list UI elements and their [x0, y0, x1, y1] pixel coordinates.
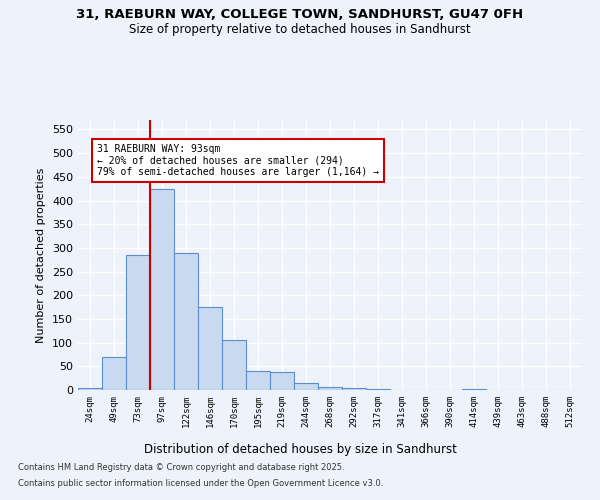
Bar: [246, 371, 270, 390]
Bar: [366, 389, 390, 390]
Bar: [78, 388, 102, 390]
Bar: [150, 188, 174, 390]
Text: 31 RAEBURN WAY: 93sqm
← 20% of detached houses are smaller (294)
79% of semi-det: 31 RAEBURN WAY: 93sqm ← 20% of detached …: [97, 144, 379, 177]
Bar: [102, 357, 126, 390]
Bar: [198, 307, 222, 390]
Bar: [342, 388, 366, 390]
Text: Contains HM Land Registry data © Crown copyright and database right 2025.: Contains HM Land Registry data © Crown c…: [18, 464, 344, 472]
Text: Distribution of detached houses by size in Sandhurst: Distribution of detached houses by size …: [143, 442, 457, 456]
Bar: [270, 372, 294, 390]
Text: Size of property relative to detached houses in Sandhurst: Size of property relative to detached ho…: [129, 22, 471, 36]
Y-axis label: Number of detached properties: Number of detached properties: [37, 168, 46, 342]
Text: Contains public sector information licensed under the Open Government Licence v3: Contains public sector information licen…: [18, 478, 383, 488]
Bar: [294, 384, 318, 390]
Bar: [126, 255, 150, 390]
Bar: [318, 386, 342, 390]
Bar: [174, 252, 198, 390]
Bar: [222, 340, 246, 390]
Text: 31, RAEBURN WAY, COLLEGE TOWN, SANDHURST, GU47 0FH: 31, RAEBURN WAY, COLLEGE TOWN, SANDHURST…: [76, 8, 524, 20]
Bar: [462, 389, 486, 390]
